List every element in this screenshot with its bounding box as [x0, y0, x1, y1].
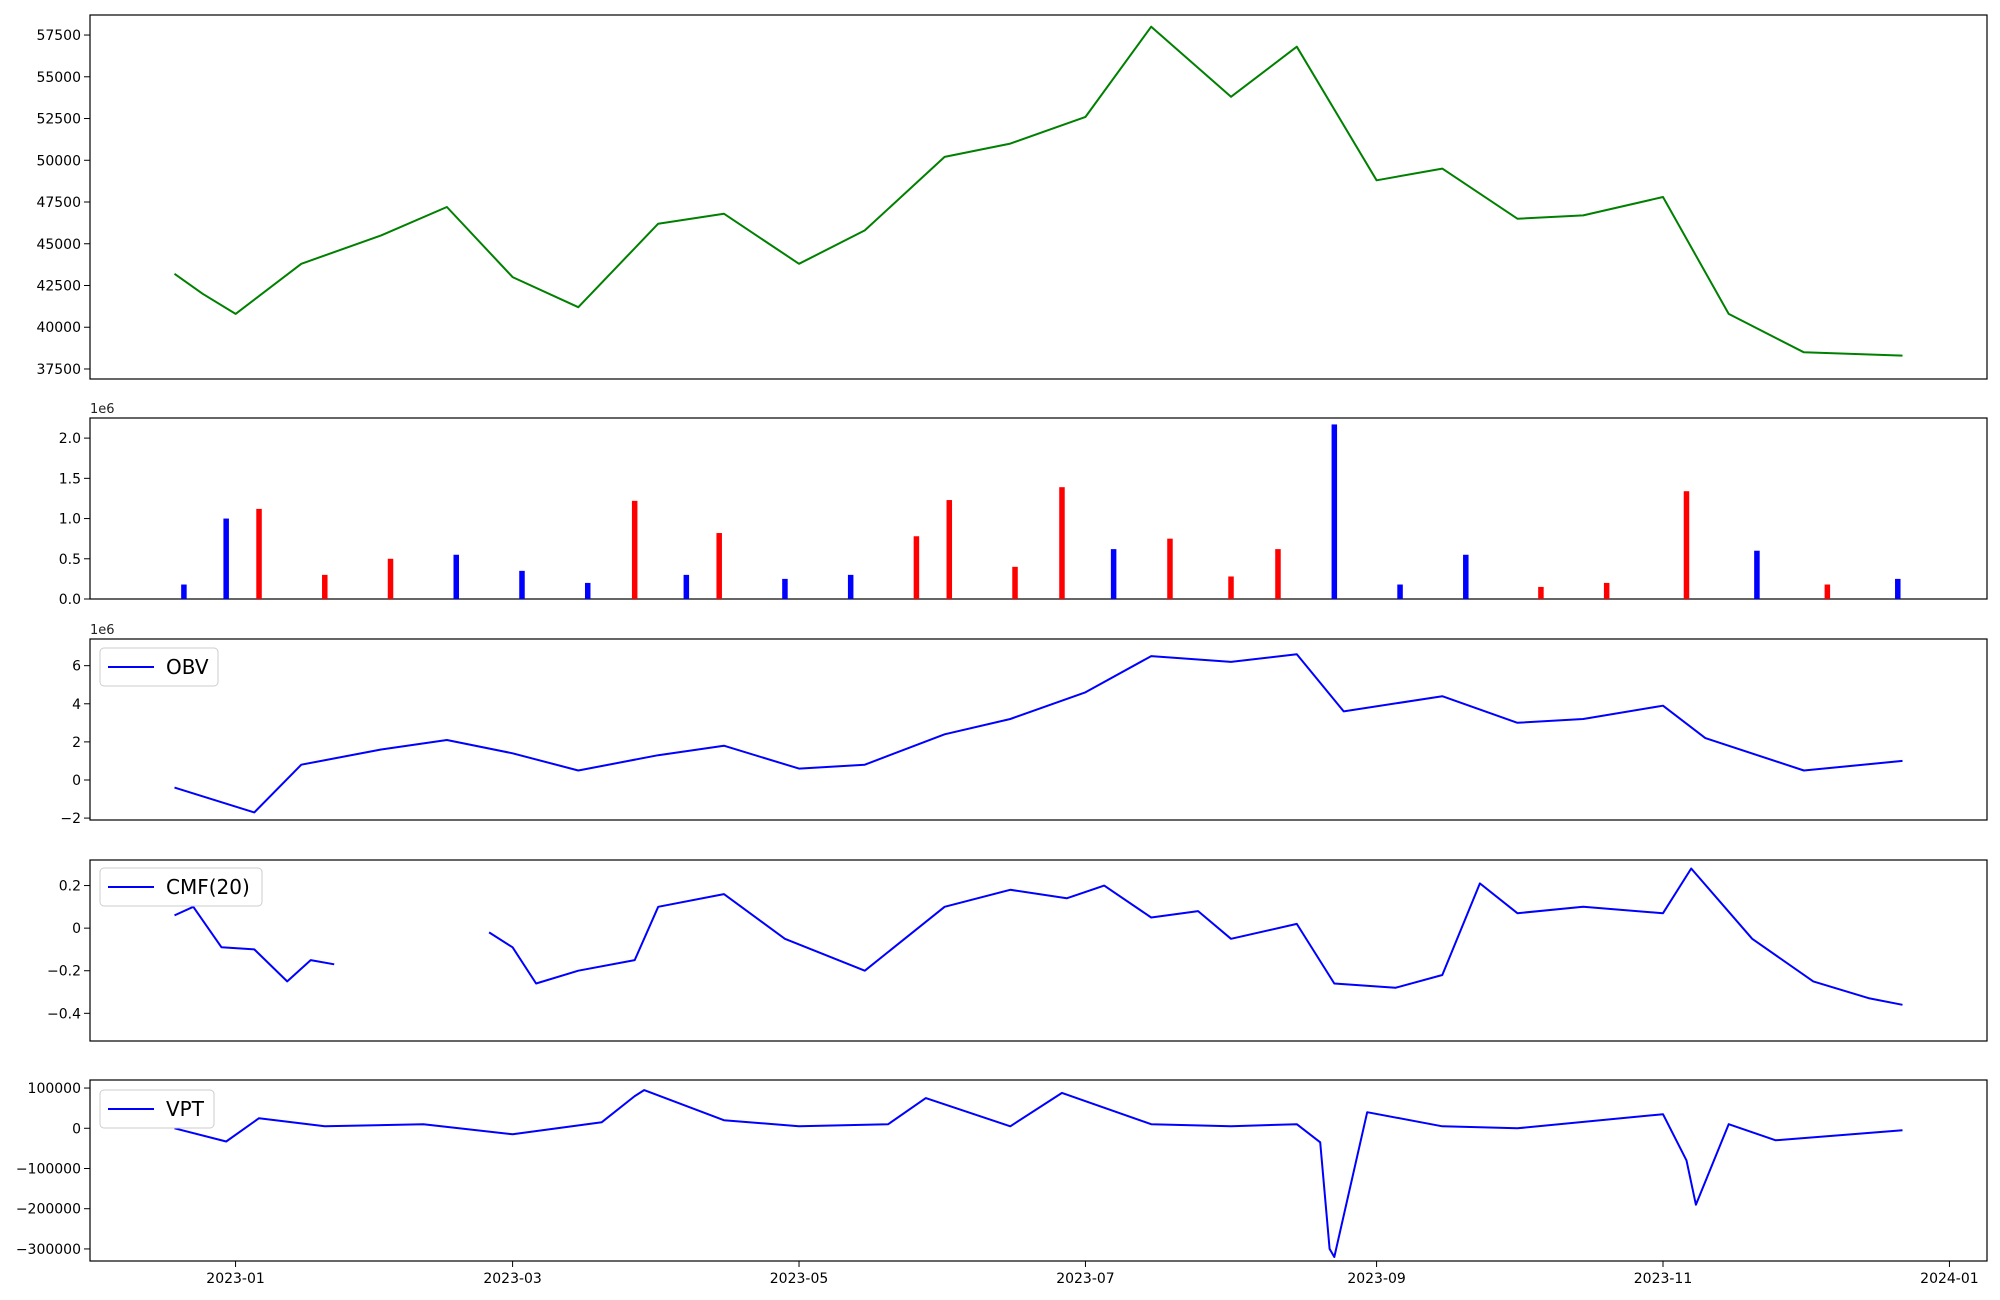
- volume-bar: [1754, 550, 1760, 599]
- volume-bar: [453, 554, 460, 599]
- vpt-legend: VPT: [99, 1089, 215, 1129]
- volume-bar: [946, 500, 953, 599]
- volume-bar: [683, 574, 690, 599]
- volume-bar: [1228, 576, 1234, 599]
- volume-bar: [1603, 582, 1610, 599]
- y-tick-label: 6: [72, 659, 81, 675]
- y-tick-label: −2: [60, 811, 81, 827]
- volume-panel: 1e6 0.0 0.5 1.0 1.5 2.0: [59, 402, 1988, 608]
- volume-bar: [387, 558, 394, 599]
- cmf-panel: −0.4 −0.2 0 0.2 CMF(20): [47, 859, 1988, 1042]
- vpt-panel: −300000 −200000 −100000 0 100000 VPT: [16, 1079, 1988, 1262]
- volume-bar: [1463, 554, 1469, 599]
- y-tick-label: 47500: [36, 195, 81, 211]
- volume-bar: [1059, 487, 1065, 599]
- y-tick-label: 1.5: [59, 471, 81, 487]
- volume-bar: [1012, 566, 1018, 599]
- obv-panel: 1e6 −2 0 2 4 6 OBV: [60, 623, 1988, 827]
- y-tick-label: 0: [72, 773, 81, 789]
- volume-bar: [847, 574, 854, 599]
- cmf-legend-label: CMF(20): [166, 875, 250, 899]
- y-tick-label: 0: [72, 1121, 81, 1137]
- x-tick-label: 2023-09: [1347, 1271, 1406, 1287]
- y-tick-label: 4: [72, 697, 81, 713]
- volume-bar: [584, 582, 591, 599]
- y-tick-label: 57500: [36, 28, 81, 44]
- cmf-line: [174, 905, 335, 983]
- y-tick-label: −100000: [16, 1161, 81, 1177]
- obv-offset-label: 1e6: [90, 623, 115, 638]
- y-tick-label: −0.2: [47, 964, 81, 980]
- volume-bar: [322, 574, 328, 599]
- y-tick-label: 0.2: [59, 879, 81, 895]
- x-tick-label: 2023-03: [483, 1271, 542, 1287]
- obv-line: [174, 653, 1903, 814]
- obv-legend: OBV: [99, 647, 219, 687]
- y-tick-label: 52500: [36, 112, 81, 128]
- volume-bar: [1895, 578, 1901, 599]
- cmf-line: [488, 867, 1903, 1006]
- y-tick-label: 1.0: [59, 512, 81, 528]
- volume-bar: [1110, 549, 1117, 599]
- x-tick-label: 2023-11: [1634, 1271, 1693, 1287]
- volume-bar: [1397, 584, 1403, 599]
- y-tick-label: 2: [72, 735, 81, 751]
- volume-bar: [716, 533, 722, 599]
- x-tick-label: 2024-01: [1920, 1271, 1979, 1287]
- y-tick-label: 42500: [36, 278, 81, 294]
- y-tick-label: 37500: [36, 362, 81, 378]
- volume-offset-label: 1e6: [90, 402, 115, 417]
- price-line: [173, 25, 1903, 357]
- vpt-line: [174, 1089, 1903, 1258]
- volume-bar: [782, 578, 788, 599]
- volume-bar: [1275, 549, 1281, 599]
- y-tick-label: 40000: [36, 320, 81, 336]
- volume-bar: [1331, 424, 1338, 599]
- volume-bar: [181, 584, 187, 599]
- volume-bar: [1167, 538, 1173, 599]
- y-tick-label: −0.4: [47, 1006, 81, 1022]
- y-tick-label: 0.0: [59, 592, 81, 608]
- volume-bar: [631, 500, 638, 599]
- y-tick-label: 45000: [36, 237, 81, 253]
- volume-bar: [223, 518, 229, 599]
- y-tick-label: 100000: [28, 1081, 81, 1097]
- y-tick-label: 2.0: [59, 431, 81, 447]
- volume-bar: [1824, 584, 1831, 599]
- volume-bar: [256, 508, 262, 599]
- volume-bar: [913, 536, 920, 599]
- y-tick-label: −300000: [16, 1242, 81, 1258]
- x-axis: 2023-01 2023-03 2023-05 2023-07 2023-09 2023-…: [206, 1261, 1979, 1287]
- cmf-legend: CMF(20): [99, 867, 263, 907]
- vpt-legend-label: VPT: [166, 1097, 205, 1121]
- volume-bar: [519, 570, 525, 599]
- y-tick-label: 50000: [36, 153, 81, 169]
- volume-bar: [1538, 586, 1544, 599]
- y-tick-label: 55000: [36, 70, 81, 86]
- y-tick-label: −200000: [16, 1202, 81, 1218]
- x-tick-label: 2023-01: [206, 1271, 265, 1287]
- x-tick-label: 2023-07: [1056, 1271, 1115, 1287]
- price-panel: 37500 40000 42500 45000 47500 50000 52500 55000…: [36, 14, 1988, 380]
- volume-bar: [1683, 491, 1690, 599]
- y-tick-label: 0.5: [59, 552, 81, 568]
- x-tick-label: 2023-05: [770, 1271, 829, 1287]
- y-tick-label: 0: [72, 921, 81, 937]
- obv-legend-label: OBV: [166, 655, 209, 679]
